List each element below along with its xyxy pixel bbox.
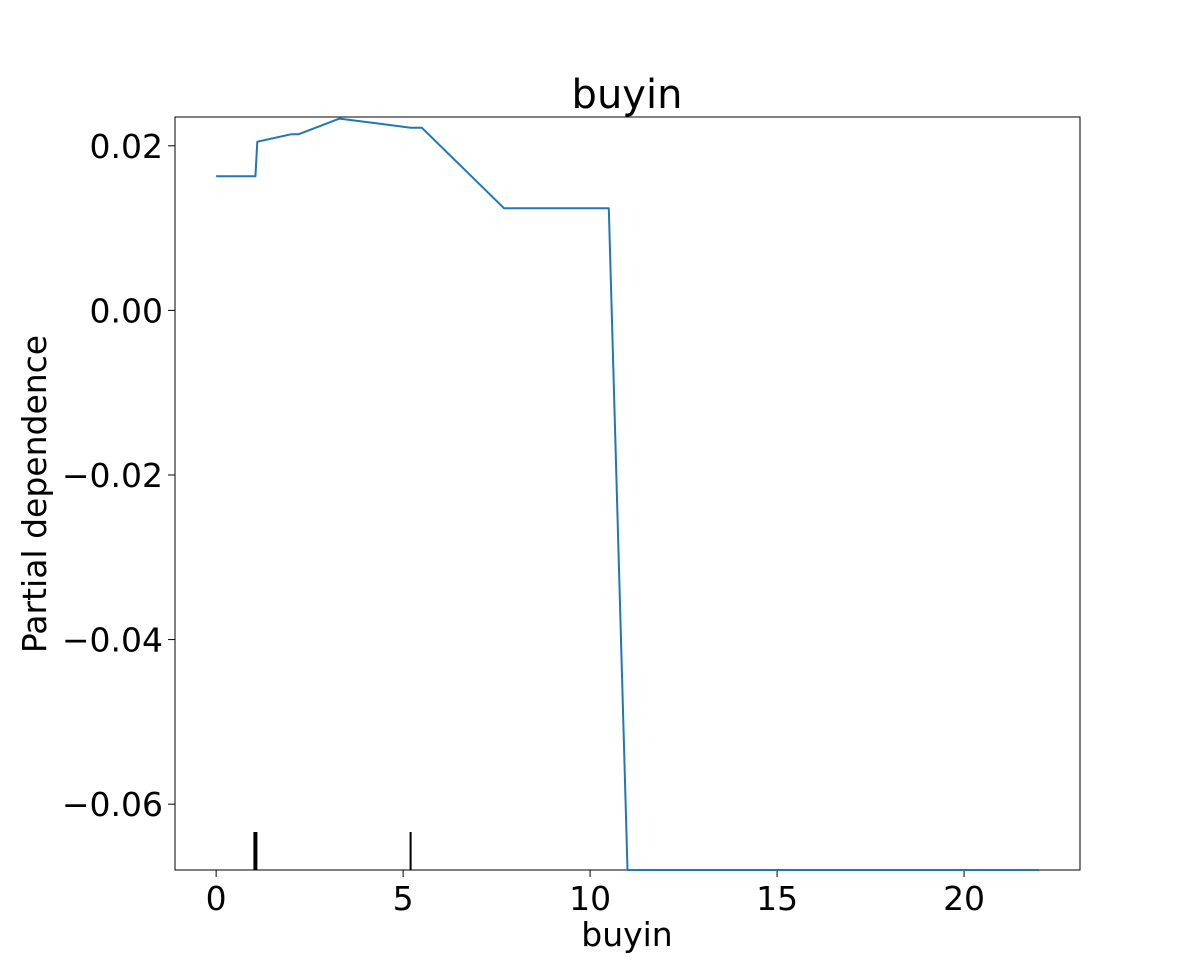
- x-tick-label: 15: [756, 879, 798, 918]
- plot-area: [174, 116, 1081, 871]
- chart-title: buyin: [572, 72, 683, 118]
- x-axis-label: buyin: [581, 915, 672, 954]
- x-tick-label: 0: [206, 879, 227, 918]
- x-tick-label: 5: [393, 879, 414, 918]
- plot-frame: [174, 116, 1081, 871]
- y-tick-label: −0.02: [62, 456, 163, 495]
- rug-layer: [253, 832, 412, 870]
- y-tick-label: −0.06: [62, 785, 163, 824]
- series-layer: [216, 117, 1039, 871]
- y-axis: 0.02 0.00 −0.02 −0.04 −0.06: [62, 127, 175, 824]
- x-axis: 0 5 10 15 20: [206, 870, 985, 918]
- y-tick-label: −0.04: [62, 621, 163, 660]
- series-line-0: [216, 117, 1039, 871]
- y-axis-label: Partial dependence: [15, 335, 54, 653]
- y-tick-label: 0.02: [90, 127, 163, 166]
- x-tick-label: 10: [569, 879, 611, 918]
- x-tick-label: 20: [943, 879, 985, 918]
- y-tick-label: 0.00: [90, 291, 163, 330]
